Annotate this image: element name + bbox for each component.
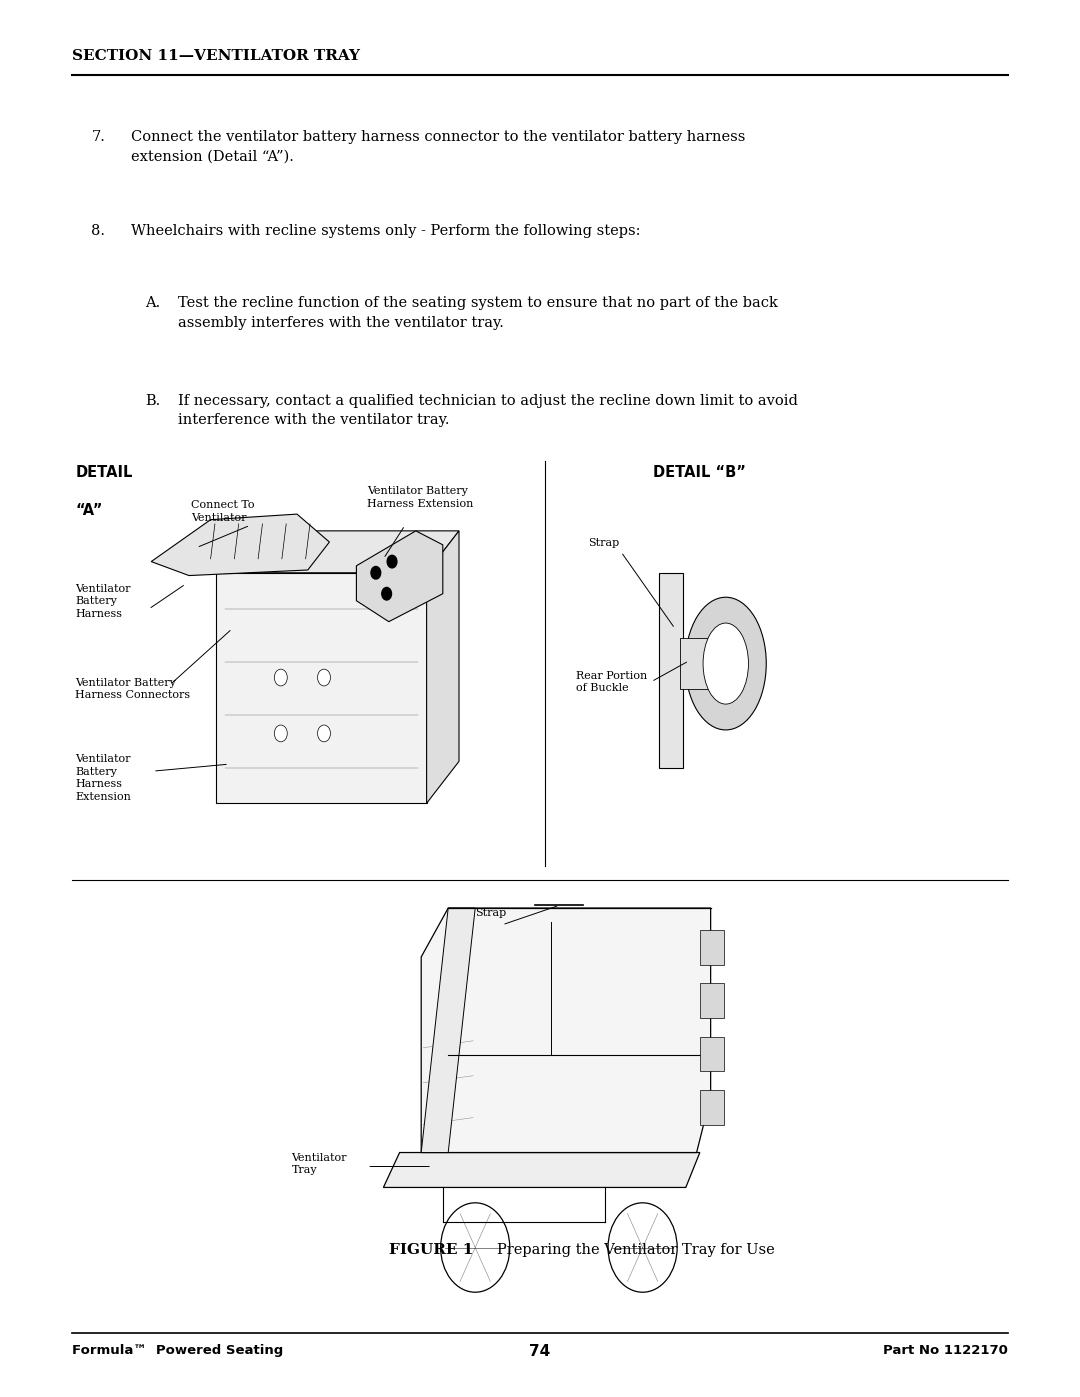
Text: Test the recline function of the seating system to ensure that no part of the ba: Test the recline function of the seating…: [178, 296, 778, 330]
Bar: [700, 1090, 724, 1125]
Text: DETAIL “B”: DETAIL “B”: [653, 465, 746, 481]
Bar: [700, 1037, 724, 1071]
Circle shape: [387, 556, 397, 569]
Text: Ventilator Battery
Harness Extension: Ventilator Battery Harness Extension: [367, 486, 473, 509]
Circle shape: [318, 725, 330, 742]
Text: Ventilator
Tray: Ventilator Tray: [292, 1153, 347, 1175]
Text: Wheelchairs with recline systems only - Perform the following steps:: Wheelchairs with recline systems only - …: [132, 224, 640, 237]
Circle shape: [274, 669, 287, 686]
Text: Connect To
Ventilator: Connect To Ventilator: [191, 500, 254, 522]
Text: 7.: 7.: [92, 130, 106, 144]
Text: Rear Portion
of Buckle: Rear Portion of Buckle: [576, 671, 647, 693]
Polygon shape: [383, 1153, 700, 1187]
Text: Ventilator Battery
Harness Connectors: Ventilator Battery Harness Connectors: [76, 678, 190, 700]
Circle shape: [441, 1203, 510, 1292]
Text: “A”: “A”: [76, 503, 103, 518]
Text: 8.: 8.: [92, 224, 106, 237]
Circle shape: [608, 1203, 677, 1292]
Text: Formula™  Powered Seating: Formula™ Powered Seating: [72, 1344, 283, 1356]
Ellipse shape: [686, 598, 767, 731]
Bar: [700, 930, 724, 965]
Text: Strap: Strap: [475, 908, 507, 918]
Circle shape: [274, 725, 287, 742]
Text: Ventilator
Battery
Harness
Extension: Ventilator Battery Harness Extension: [76, 754, 131, 802]
Polygon shape: [356, 531, 443, 622]
Text: Connect the ventilator battery harness connector to the ventilator battery harne: Connect the ventilator battery harness c…: [132, 130, 746, 163]
Text: SECTION 11—VENTILATOR TRAY: SECTION 11—VENTILATOR TRAY: [72, 49, 360, 63]
Circle shape: [372, 567, 380, 580]
Text: DETAIL: DETAIL: [76, 465, 133, 481]
Text: 74: 74: [529, 1344, 551, 1359]
Polygon shape: [151, 514, 329, 576]
Text: Strap: Strap: [589, 538, 620, 548]
Polygon shape: [421, 908, 711, 1153]
Polygon shape: [216, 531, 459, 573]
Text: FIGURE 1: FIGURE 1: [389, 1243, 473, 1257]
Text: Preparing the Ventilator Tray for Use: Preparing the Ventilator Tray for Use: [497, 1243, 774, 1257]
Circle shape: [318, 669, 330, 686]
Text: B.: B.: [146, 394, 161, 408]
Bar: [659, 573, 683, 768]
Text: A.: A.: [146, 296, 161, 310]
Polygon shape: [216, 573, 427, 803]
Bar: [700, 983, 724, 1018]
Ellipse shape: [703, 623, 748, 704]
Bar: [680, 638, 713, 689]
Text: Ventilator
Battery
Harness: Ventilator Battery Harness: [76, 584, 131, 619]
Text: If necessary, contact a qualified technician to adjust the recline down limit to: If necessary, contact a qualified techni…: [178, 394, 798, 427]
Circle shape: [382, 588, 391, 601]
Text: Part No 1122170: Part No 1122170: [883, 1344, 1008, 1356]
Polygon shape: [421, 908, 475, 1153]
Polygon shape: [427, 531, 459, 803]
